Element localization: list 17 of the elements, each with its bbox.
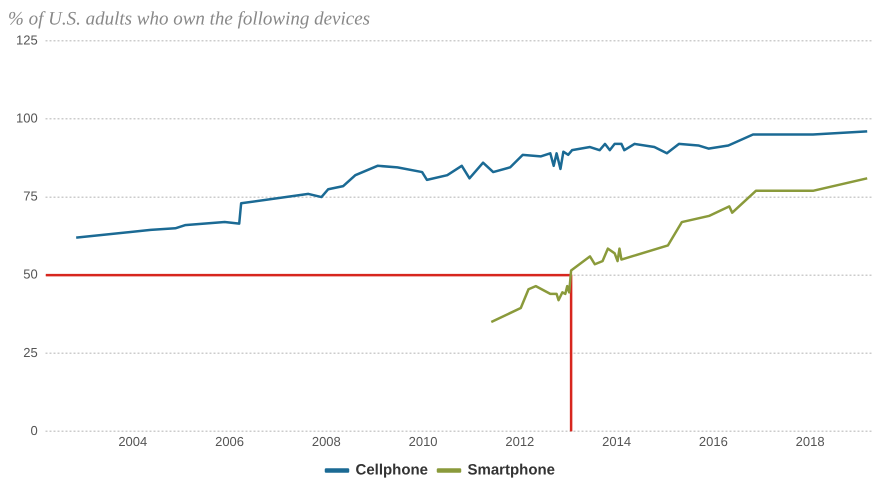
y-tick-label: 0: [30, 422, 38, 438]
y-tick-label: 100: [16, 110, 38, 126]
y-tick-label: 25: [23, 344, 38, 360]
y-tick-label: 75: [23, 188, 38, 204]
legend-label: Smartphone: [467, 462, 556, 479]
y-tick-label: 50: [23, 266, 38, 282]
x-tick-label: 2004: [118, 434, 148, 449]
y-tick-label: 125: [16, 32, 38, 48]
x-tick-label: 2014: [602, 434, 632, 449]
x-tick-label: 2006: [215, 434, 244, 449]
chart-title: % of U.S. adults who own the following devices: [8, 8, 370, 30]
x-tick-label: 2008: [312, 434, 341, 449]
legend-label: Cellphone: [355, 462, 428, 479]
x-tick-label: 2012: [505, 434, 534, 449]
x-tick-label: 2010: [408, 434, 438, 449]
x-tick-label: 2016: [698, 434, 728, 449]
x-tick-label: 2018: [796, 434, 825, 449]
